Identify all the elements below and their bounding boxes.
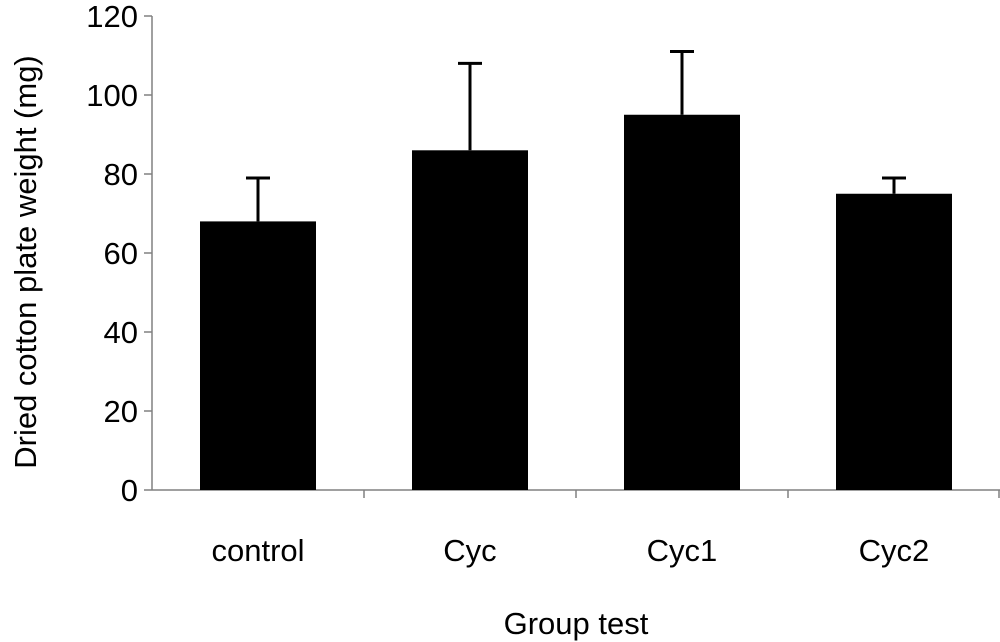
y-tick-label: 80 <box>104 157 138 192</box>
x-axis: control Cyc Cyc1 Cyc2 <box>152 489 1000 568</box>
y-tick-label: 20 <box>104 394 138 429</box>
x-axis-title: Group test <box>504 606 649 641</box>
y-tick-label: 40 <box>104 315 138 350</box>
x-category-label: Cyc1 <box>647 533 718 568</box>
y-axis: 0 20 40 60 80 100 120 <box>86 0 153 508</box>
x-category-label: control <box>211 533 304 568</box>
x-category-label: Cyc2 <box>859 533 930 568</box>
bar-control <box>200 221 316 490</box>
bar-cyc <box>412 150 528 491</box>
y-tick-label: 60 <box>104 236 138 271</box>
y-axis-title: Dried cotton plate weight (mg) <box>8 55 43 469</box>
bar-cyc2 <box>836 193 952 490</box>
y-tick-label: 120 <box>86 0 138 34</box>
y-tick-label: 0 <box>121 473 138 508</box>
y-tick-label: 100 <box>86 78 138 113</box>
error-bars-group <box>246 50 906 222</box>
bar-cyc1 <box>624 114 740 490</box>
x-category-label: Cyc <box>443 533 496 568</box>
bars-group <box>200 114 952 491</box>
